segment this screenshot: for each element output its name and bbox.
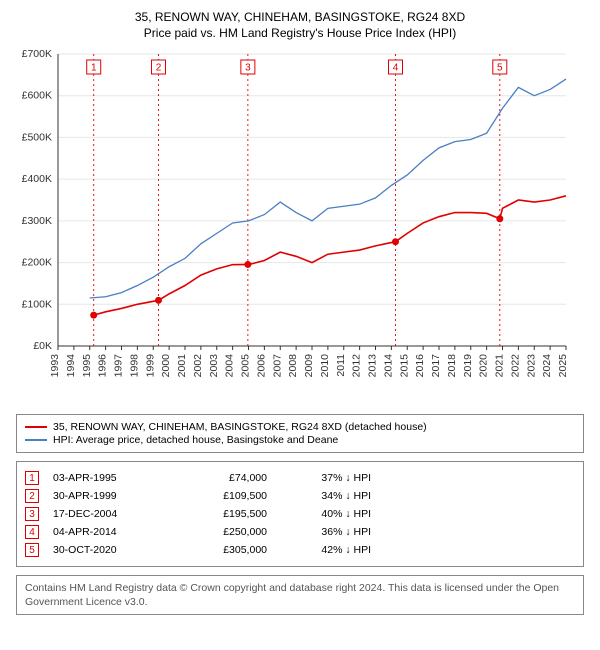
legend-item: 35, RENOWN WAY, CHINEHAM, BASINGSTOKE, R… (25, 421, 575, 433)
transaction-marker: 1 (25, 471, 39, 485)
transaction-row: 2 30-APR-1999 £109,500 34% ↓ HPI (25, 489, 575, 503)
transaction-price: £250,000 (187, 526, 267, 538)
transaction-date: 04-APR-2014 (53, 526, 173, 538)
svg-text:5: 5 (497, 63, 503, 74)
svg-text:£200K: £200K (22, 257, 52, 269)
chart-svg: £0K £100K £200K £300K £400K £500K £600K £700K 19… (10, 46, 570, 406)
svg-text:1999: 1999 (144, 354, 156, 378)
svg-text:£400K: £400K (22, 173, 52, 185)
legend-item: HPI: Average price, detached house, Basi… (25, 434, 575, 446)
svg-text:2002: 2002 (192, 354, 204, 378)
svg-text:4: 4 (393, 63, 399, 74)
svg-text:2015: 2015 (398, 354, 410, 378)
svg-text:£300K: £300K (22, 215, 52, 227)
page-title: 35, RENOWN WAY, CHINEHAM, BASINGSTOKE, R… (10, 10, 590, 24)
svg-text:£0K: £0K (33, 340, 52, 352)
transaction-row: 1 03-APR-1995 £74,000 37% ↓ HPI (25, 471, 575, 485)
svg-text:2011: 2011 (335, 354, 347, 377)
svg-text:£500K: £500K (22, 131, 52, 143)
transaction-date: 30-OCT-2020 (53, 544, 173, 556)
svg-text:2003: 2003 (208, 354, 220, 378)
svg-text:2014: 2014 (382, 354, 394, 378)
svg-text:2016: 2016 (414, 354, 426, 378)
page-subtitle: Price paid vs. HM Land Registry's House … (10, 26, 590, 40)
svg-text:£600K: £600K (22, 90, 52, 102)
transaction-marker: 5 (25, 543, 39, 557)
svg-text:2021: 2021 (494, 354, 506, 378)
svg-text:£100K: £100K (22, 298, 52, 310)
svg-text:2022: 2022 (509, 354, 521, 378)
footer-attribution: Contains HM Land Registry data © Crown c… (16, 575, 584, 615)
transaction-delta: 36% ↓ HPI (281, 526, 371, 538)
transaction-price: £305,000 (187, 544, 267, 556)
svg-text:2025: 2025 (557, 354, 569, 378)
svg-text:3: 3 (245, 63, 251, 74)
svg-text:2020: 2020 (478, 354, 490, 378)
svg-text:2024: 2024 (541, 354, 553, 378)
transaction-row: 3 17-DEC-2004 £195,500 40% ↓ HPI (25, 507, 575, 521)
svg-text:2012: 2012 (351, 354, 363, 378)
transaction-marker: 3 (25, 507, 39, 521)
svg-text:2010: 2010 (319, 354, 331, 378)
svg-text:1995: 1995 (81, 354, 93, 378)
transaction-date: 30-APR-1999 (53, 490, 173, 502)
svg-text:£700K: £700K (22, 48, 52, 60)
legend-label: 35, RENOWN WAY, CHINEHAM, BASINGSTOKE, R… (53, 421, 427, 433)
svg-text:1994: 1994 (65, 354, 77, 378)
transaction-price: £74,000 (187, 472, 267, 484)
svg-text:2013: 2013 (367, 354, 379, 378)
svg-text:1998: 1998 (128, 354, 140, 378)
transaction-row: 4 04-APR-2014 £250,000 36% ↓ HPI (25, 525, 575, 539)
svg-text:2019: 2019 (462, 354, 474, 378)
svg-text:2000: 2000 (160, 354, 172, 378)
legend-swatch (25, 439, 47, 441)
svg-text:2023: 2023 (525, 354, 537, 378)
legend-label: HPI: Average price, detached house, Basi… (53, 434, 338, 446)
svg-text:2008: 2008 (287, 354, 299, 378)
svg-text:1993: 1993 (49, 354, 61, 378)
transaction-marker: 2 (25, 489, 39, 503)
transaction-price: £109,500 (187, 490, 267, 502)
legend-swatch (25, 426, 47, 428)
svg-text:2004: 2004 (224, 354, 236, 378)
transaction-delta: 40% ↓ HPI (281, 508, 371, 520)
svg-text:2007: 2007 (271, 354, 283, 378)
transaction-delta: 34% ↓ HPI (281, 490, 371, 502)
svg-text:2006: 2006 (255, 354, 267, 378)
svg-text:2009: 2009 (303, 354, 315, 378)
svg-text:1: 1 (91, 63, 97, 74)
transactions-table: 1 03-APR-1995 £74,000 37% ↓ HPI 2 30-APR-1999… (16, 461, 584, 567)
svg-text:2018: 2018 (446, 354, 458, 378)
transaction-delta: 42% ↓ HPI (281, 544, 371, 556)
svg-text:1997: 1997 (113, 354, 125, 378)
transaction-row: 5 30-OCT-2020 £305,000 42% ↓ HPI (25, 543, 575, 557)
svg-text:2017: 2017 (430, 354, 442, 378)
transaction-delta: 37% ↓ HPI (281, 472, 371, 484)
svg-text:2005: 2005 (240, 354, 252, 378)
transaction-price: £195,500 (187, 508, 267, 520)
transaction-date: 17-DEC-2004 (53, 508, 173, 520)
transaction-marker: 4 (25, 525, 39, 539)
transaction-date: 03-APR-1995 (53, 472, 173, 484)
svg-text:2001: 2001 (176, 354, 188, 378)
legend: 35, RENOWN WAY, CHINEHAM, BASINGSTOKE, R… (16, 414, 584, 453)
svg-text:2: 2 (156, 63, 162, 74)
svg-text:1996: 1996 (97, 354, 109, 378)
price-chart: £0K £100K £200K £300K £400K £500K £600K £700K 19… (10, 46, 590, 406)
